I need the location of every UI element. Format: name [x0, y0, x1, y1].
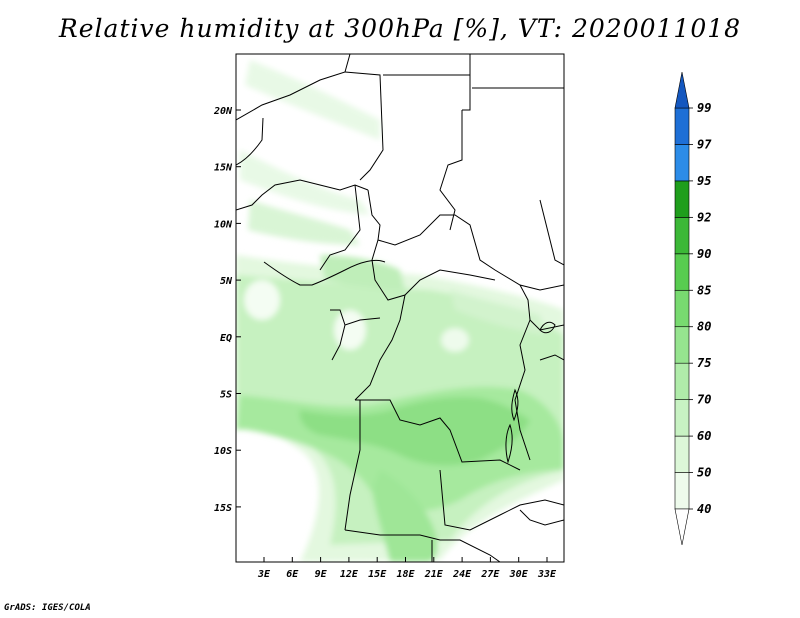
latitude-axis: 20N 15N 10N 5N EQ 5S 10S 15S: [213, 106, 241, 514]
colorbar-label: 60: [697, 429, 711, 443]
lon-tick-label: 9E: [315, 569, 328, 580]
lakes: [505, 321, 556, 464]
colorbar-label: 80: [697, 320, 711, 334]
map-frame: [235, 53, 565, 563]
colorbar-label: 40: [697, 502, 711, 516]
grads-credit: GrADS: IGES/COLA: [4, 603, 91, 613]
colorbar-legend: 40 50 60 70 75 80 85 90 92 95 97 99: [674, 71, 712, 546]
colorbar-segment: [674, 399, 690, 437]
humidity-shading: [236, 60, 564, 562]
colorbar-segment: [674, 107, 690, 145]
colorbar-label: 92: [697, 210, 711, 224]
colorbar-segment: [674, 180, 690, 218]
colorbar-segment: [674, 217, 690, 255]
figure-title: Relative humidity at 300hPa [%], VT: 202…: [58, 14, 742, 43]
lat-tick-label: 10N: [214, 219, 233, 230]
lat-tick-label: 15N: [214, 163, 233, 174]
colorbar-segment: [674, 253, 690, 291]
colorbar-label: 85: [697, 283, 711, 297]
lon-tick-label: 21E: [424, 569, 444, 580]
country-borders: [236, 54, 564, 562]
colorbar-label: 99: [697, 101, 711, 115]
lon-tick-label: 18E: [396, 569, 415, 580]
colorbar-segment: [674, 144, 690, 182]
lon-tick-label: 15E: [368, 569, 387, 580]
lat-tick-label: 5N: [220, 276, 233, 287]
colorbar-segment: [674, 472, 690, 510]
lat-tick-label: 20N: [213, 106, 233, 117]
colorbar-label: 75: [697, 356, 711, 370]
colorbar-label: 70: [697, 393, 711, 407]
colorbar-label: 97: [697, 137, 712, 151]
lon-tick-label: 24E: [452, 569, 472, 580]
colorbar-label: 50: [697, 466, 711, 480]
lon-tick-label: 3E: [257, 569, 271, 580]
longitude-axis: 3E 6E 9E 12E 15E 18E 21E 24E 27E 30E 33E: [257, 557, 557, 580]
colorbar-segment: [674, 362, 690, 400]
colorbar-segment: [674, 326, 690, 364]
lon-tick-label: 33E: [537, 569, 557, 580]
lon-tick-label: 12E: [340, 569, 359, 580]
colorbar-segment: [674, 289, 690, 328]
colorbar-under-arrow: [674, 508, 690, 546]
colorbar-over-arrow: [674, 71, 690, 109]
lon-tick-label: 6E: [286, 569, 299, 580]
lat-tick-label: EQ: [220, 333, 232, 344]
colorbar-segment: [674, 435, 690, 473]
colorbar-label: 95: [697, 174, 711, 188]
lat-tick-label: 10S: [214, 446, 232, 457]
lat-tick-label: 15S: [214, 503, 232, 514]
colorbar-label: 90: [697, 247, 711, 261]
lon-tick-label: 30E: [509, 569, 529, 580]
lon-tick-label: 27E: [480, 569, 500, 580]
lat-tick-label: 5S: [220, 390, 232, 401]
